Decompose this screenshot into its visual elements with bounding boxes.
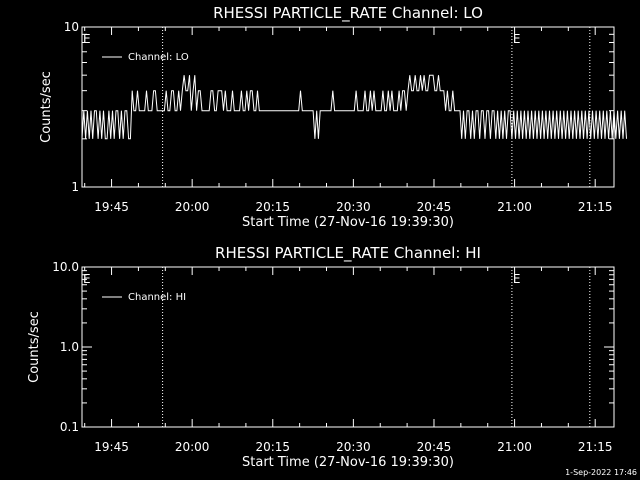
y-tick-label: 0.1: [60, 420, 79, 434]
y-tick-label: 10.0: [52, 260, 79, 274]
x-tick-label: 21:00: [497, 440, 532, 454]
legend-label: Channel: HI: [128, 292, 186, 303]
y-tick-label: 10: [64, 20, 79, 34]
x-tick-label: 20:30: [336, 440, 371, 454]
event-annotation: E: [83, 272, 91, 286]
plot-frame: [81, 266, 615, 428]
y-axis-label: Counts/sec: [27, 311, 42, 383]
x-tick-label: 20:30: [336, 200, 371, 214]
x-tick-label: 19:45: [94, 440, 129, 454]
x-tick-label: 20:15: [255, 440, 290, 454]
x-tick-label: 21:15: [578, 440, 613, 454]
x-tick-label: 19:45: [94, 200, 129, 214]
x-tick-label: 20:15: [255, 200, 290, 214]
x-tick-label: 20:00: [175, 440, 210, 454]
x-tick-label: 21:15: [578, 200, 613, 214]
x-tick-label: 20:45: [417, 440, 452, 454]
y-axis-label: Counts/sec: [39, 71, 54, 143]
x-tick-label: 20:00: [175, 200, 210, 214]
chart-title: RHESSI PARTICLE_RATE Channel: LO: [213, 4, 483, 23]
x-tick-label: 20:45: [417, 200, 452, 214]
chart-title: RHESSI PARTICLE_RATE Channel: HI: [215, 244, 481, 263]
footer-timestamp: 1-Sep-2022 17:46: [565, 468, 637, 477]
x-tick-label: 21:00: [497, 200, 532, 214]
lo-channel-panel: RHESSI PARTICLE_RATE Channel: LO 19:45 20:…: [39, 4, 627, 230]
x-axis-label: Start Time (27-Nov-16 19:39:30): [242, 455, 454, 470]
event-annotation: E: [513, 272, 521, 286]
event-annotation: E: [83, 32, 91, 46]
legend-label: Channel: LO: [128, 52, 189, 63]
hi-channel-panel: RHESSI PARTICLE_RATE Channel: HI 19:45 20:…: [27, 244, 615, 470]
y-tick-label: 1: [71, 180, 79, 194]
y-tick-label: 1.0: [60, 340, 79, 354]
x-axis-label: Start Time (27-Nov-16 19:39:30): [242, 215, 454, 230]
plot-frame: [81, 26, 615, 188]
event-annotation: E: [513, 32, 521, 46]
series-line: [81, 74, 627, 140]
